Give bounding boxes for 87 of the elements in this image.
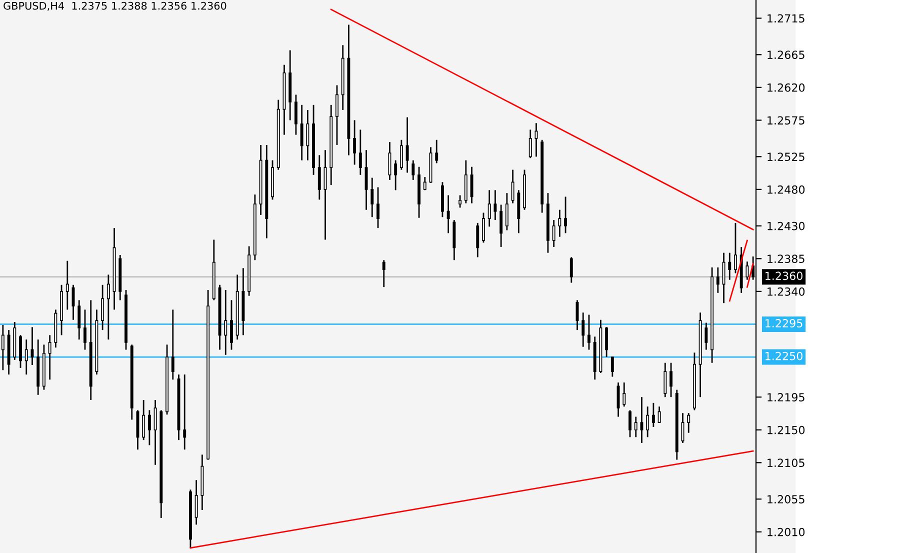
candlestick xyxy=(534,122,538,158)
candlestick xyxy=(605,326,608,358)
candlestick xyxy=(488,189,491,228)
candlestick xyxy=(106,274,110,340)
candlestick xyxy=(1,324,4,371)
candlestick xyxy=(552,219,556,248)
candlestick xyxy=(511,169,514,204)
candlestick xyxy=(388,141,392,181)
candlestick xyxy=(148,410,151,446)
candlestick xyxy=(558,209,562,238)
candlestick xyxy=(564,196,568,234)
candlestick xyxy=(318,154,321,200)
candlestick xyxy=(616,382,620,418)
candlestick xyxy=(494,189,497,221)
candlestick xyxy=(622,382,626,408)
candlestick xyxy=(142,399,146,441)
candlestick xyxy=(634,416,638,438)
y-tick-label: 1.2665 xyxy=(768,50,804,60)
candlestick xyxy=(528,128,532,159)
candlestick xyxy=(610,356,614,378)
candlestick xyxy=(476,222,480,258)
y-tick-label: 1.2010 xyxy=(768,528,805,536)
candlestick xyxy=(336,84,338,146)
y-tick-label: 1.2525 xyxy=(768,152,804,162)
candlestick xyxy=(423,176,426,191)
candlestick xyxy=(358,128,362,176)
candlestick xyxy=(640,396,644,444)
candlestick xyxy=(687,412,690,434)
y-tick-label: 1.2055 xyxy=(768,495,804,504)
candlestick xyxy=(382,259,386,288)
y-tick-label: 1.2430 xyxy=(768,222,805,230)
y-tick-label: 1.2385 xyxy=(768,254,804,264)
candlestick xyxy=(652,402,655,428)
candlestick xyxy=(746,260,749,280)
candlestick xyxy=(505,192,508,231)
y-tick-label: 1.2150 xyxy=(768,426,805,434)
candlestick xyxy=(400,139,403,170)
candlestick xyxy=(183,374,186,450)
candlestick xyxy=(370,177,374,218)
candlestick xyxy=(704,322,708,350)
candlestick xyxy=(66,260,69,310)
ref-line-label: 1.2250 xyxy=(766,352,802,360)
candlestick xyxy=(353,120,356,166)
y-tick-label: 1.2340 xyxy=(768,287,805,296)
candlestick xyxy=(194,479,198,526)
y-tick-label: 1.2715 xyxy=(768,14,804,23)
candlestick xyxy=(570,256,573,284)
candlestick xyxy=(84,308,86,350)
candlestick xyxy=(101,284,104,331)
candlestick xyxy=(646,406,650,438)
candlestick xyxy=(294,94,298,136)
y-tick-label: 1.2620 xyxy=(768,83,805,92)
y-tick-label: 1.2195 xyxy=(768,393,804,402)
candlestick xyxy=(734,222,737,274)
candlestick xyxy=(458,194,462,208)
y-tick-label: 1.2575 xyxy=(768,116,804,125)
ref-line-label: 1.2295 xyxy=(766,319,802,328)
candlestick xyxy=(728,252,732,280)
candlestick xyxy=(628,410,632,438)
candlestick xyxy=(224,289,228,356)
candlestick xyxy=(154,399,157,466)
candlestick xyxy=(78,299,81,340)
candlestick xyxy=(582,312,585,348)
candlestick xyxy=(664,362,667,398)
candlestick xyxy=(406,116,409,174)
candlestick xyxy=(376,186,380,229)
candlestick xyxy=(435,139,438,164)
y-tick-label: 1.2105 xyxy=(768,458,804,468)
candlestick xyxy=(500,204,503,248)
ref-line-label: 1.2360 xyxy=(766,272,802,280)
candlestick xyxy=(588,314,590,350)
chart-title: GBPUSD,H4 1.2375 1.2388 1.2356 1.2360 xyxy=(4,2,226,11)
candlestick xyxy=(171,308,174,380)
candlestick xyxy=(446,194,450,234)
candlestick xyxy=(716,266,720,294)
candlestick xyxy=(394,160,398,191)
candlestick xyxy=(24,338,28,376)
candlestick xyxy=(48,334,52,380)
candlestick xyxy=(364,149,368,211)
y-tick-label: 1.2480 xyxy=(768,185,805,194)
candlestick xyxy=(412,160,415,181)
candlestick xyxy=(306,109,310,161)
candlestick xyxy=(230,299,233,350)
candlestick xyxy=(482,212,485,244)
candlestick xyxy=(670,362,672,398)
candlestick xyxy=(300,104,304,161)
candlestick xyxy=(658,406,661,424)
